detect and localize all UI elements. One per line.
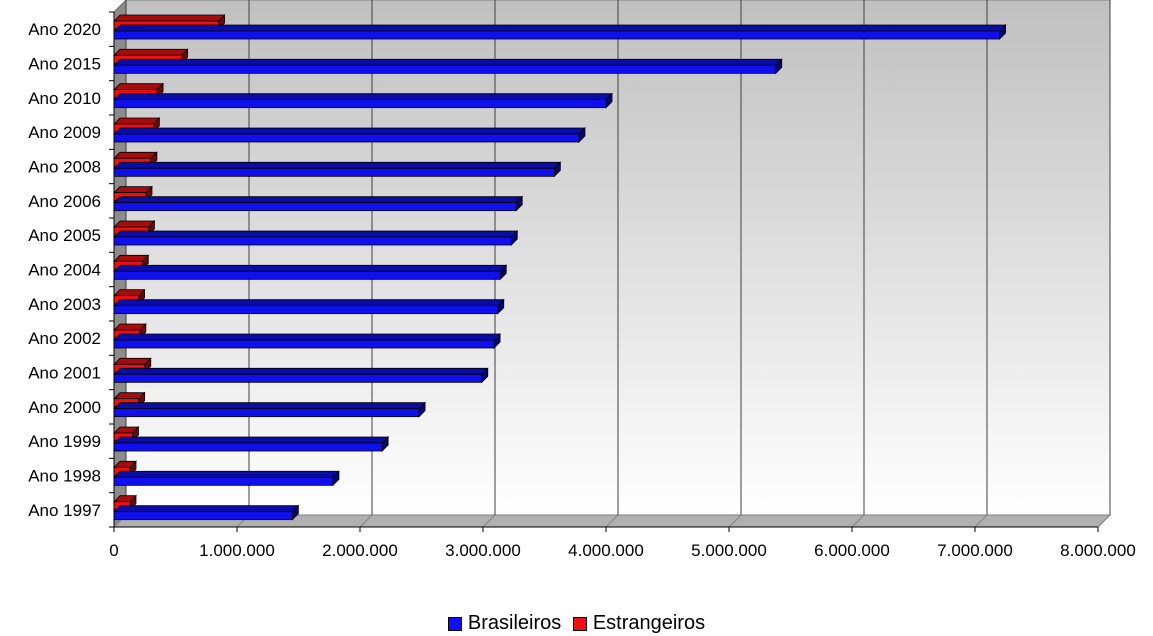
floor-gridline [482, 514, 496, 528]
bars [113, 14, 1007, 521]
category-label: Ano 2002 [28, 329, 101, 348]
floor-gridline [728, 514, 742, 528]
category-label: Ano 2010 [28, 89, 101, 108]
category-label: Ano 1998 [28, 467, 101, 486]
floor-gridline [359, 514, 373, 528]
category-labels: Ano 2020 Ano 2015 Ano 2010 Ano 2009 Ano 2008… [28, 20, 101, 520]
bar-brasileiros [113, 367, 489, 384]
x-tick-label: 7.000.000 [937, 541, 1013, 560]
floor-gridline [1097, 514, 1111, 528]
category-label: Ano 2015 [28, 55, 101, 74]
category-label: Ano 2009 [28, 123, 101, 142]
chart-svg: Ano 2020 Ano 2015 Ano 2010 Ano 2009 Ano 2008… [28, 0, 1136, 560]
legend-swatch-brasileiros [447, 616, 462, 631]
axes [109, 11, 1099, 532]
x-tick-label: 5.000.000 [691, 541, 767, 560]
bar-brasileiros [113, 264, 508, 281]
bar-brasileiros [113, 161, 562, 178]
bar-brasileiros [113, 195, 524, 212]
floor-gridline [974, 514, 988, 528]
x-tick-label: 1.000.000 [199, 541, 275, 560]
bar-brasileiros [113, 470, 340, 487]
tick-labels: 0 1.000.000 2.000.000 3.000.000 4.000.000 5.0… [109, 541, 1136, 560]
grid [113, 0, 1111, 528]
category-label: Ano 1999 [28, 432, 101, 451]
x-tick-label: 2.000.000 [322, 541, 398, 560]
legend-item-estrangeiros: Estrangeiros [572, 612, 706, 635]
bar-brasileiros [113, 58, 783, 75]
bar-brasileiros [113, 298, 505, 315]
bar-brasileiros [113, 24, 1007, 40]
category-label: Ano 2000 [28, 398, 101, 417]
legend-item-brasileiros: Brasileiros [447, 612, 562, 635]
category-label: Ano 1997 [28, 501, 101, 520]
legend: Brasileiros Estrangeiros [0, 612, 1153, 636]
bar-brasileiros [113, 504, 300, 521]
x-tick-label: 6.000.000 [814, 541, 890, 560]
bar-brasileiros [113, 333, 502, 349]
category-label: Ano 2003 [28, 295, 101, 314]
x-tick-label: 3.000.000 [445, 541, 521, 560]
floor-gridline [851, 514, 865, 528]
category-label: Ano 2005 [28, 226, 101, 245]
category-label: Ano 2006 [28, 192, 101, 211]
bar-brasileiros [113, 436, 390, 452]
x-tick-label: 0 [109, 541, 118, 560]
bar-brasileiros [113, 92, 613, 109]
bar-brasileiros [113, 230, 519, 246]
legend-label-estrangeiros: Estrangeiros [592, 612, 706, 634]
bar-brasileiros [113, 127, 586, 143]
category-label: Ano 2008 [28, 158, 101, 177]
legend-label-brasileiros: Brasileiros [467, 612, 562, 634]
bar-brasileiros [113, 401, 427, 418]
floor-gridline [605, 514, 619, 528]
category-label: Ano 2020 [28, 20, 101, 39]
x-tick-label: 4.000.000 [568, 541, 644, 560]
x-tick-label: 8.000.000 [1060, 541, 1136, 560]
legend-swatch-estrangeiros [572, 616, 587, 631]
category-label: Ano 2004 [28, 261, 101, 280]
category-label: Ano 2001 [28, 364, 101, 383]
